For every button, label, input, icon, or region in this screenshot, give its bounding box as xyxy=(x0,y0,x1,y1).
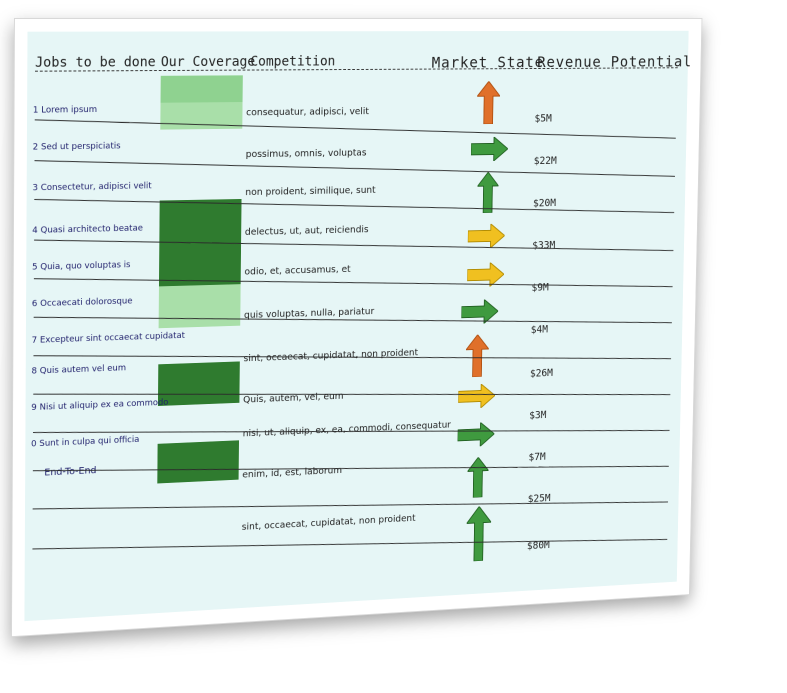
competition-text: possimus, omnis, voluptas xyxy=(246,148,367,160)
row-3: 3 Consectetur, adipisci velit non proide… xyxy=(27,31,688,32)
row-divider xyxy=(33,466,669,471)
revenue-value: $4M xyxy=(531,323,548,335)
competition-text: odio, et, accusamus, et xyxy=(244,264,350,277)
row-10: 0 Sunt in culpa qui officia enim, id, es… xyxy=(27,31,688,32)
row-divider xyxy=(34,240,673,251)
competition-text: sint, occaecat, cupidatat, non proident xyxy=(242,513,416,532)
revenue-value: $26M xyxy=(530,367,553,380)
competition-text: consequatur, adipisci, velit xyxy=(246,107,369,119)
job-label: 4 Quasi architecto beatae xyxy=(32,224,143,236)
row-divider xyxy=(33,394,670,395)
arrow-up-icon xyxy=(466,334,489,377)
row-divider xyxy=(34,278,673,287)
arrow-up-icon xyxy=(477,81,501,124)
slide-panel: Jobs to be done Our Coverage Competition… xyxy=(24,31,688,621)
revenue-value: $7M xyxy=(528,451,545,464)
arrow-right-icon xyxy=(457,422,494,447)
coverage-bar-dark xyxy=(157,440,239,483)
row-1: 1 Lorem ipsum consequatur, adipisci, vel… xyxy=(27,31,688,32)
row-7: 7 Excepteur sint occaecat cupidatat sint… xyxy=(27,31,688,32)
arrow-right-icon xyxy=(471,137,508,162)
coverage-bar-highlight xyxy=(161,75,243,102)
job-label: 3 Consectetur, adipisci velit xyxy=(32,182,151,194)
revenue-value: $3M xyxy=(529,409,546,422)
header-competition: Competition xyxy=(250,54,335,70)
row-divider xyxy=(34,199,674,213)
revenue-value: $20M xyxy=(533,197,556,209)
arrow-up-icon xyxy=(477,172,499,213)
row-2: 2 Sed ut perspiciatis possimus, omnis, v… xyxy=(27,31,688,32)
job-label: 9 Nisi ut aliquip ex ea commodo xyxy=(31,398,168,413)
end-to-end-label: End-To-End xyxy=(44,465,96,478)
revenue-value: $9M xyxy=(531,281,548,293)
header-coverage: Our Coverage xyxy=(161,54,255,70)
coverage-bar-light xyxy=(159,284,241,328)
job-label: 7 Excepteur sint occaecat cupidatat xyxy=(32,331,185,346)
slide: Jobs to be done Our Coverage Competition… xyxy=(11,18,701,635)
arrow-right-icon xyxy=(458,384,495,409)
competition-text: non proident, similique, sunt xyxy=(245,185,375,198)
job-label: 2 Sed ut perspiciatis xyxy=(33,142,121,153)
coverage-bar-dark xyxy=(158,361,240,406)
row-divider xyxy=(32,539,667,549)
revenue-value: $22M xyxy=(534,155,557,167)
row-divider xyxy=(33,501,668,509)
revenue-value: $33M xyxy=(532,239,555,251)
job-label: 1 Lorem ipsum xyxy=(33,105,97,115)
job-label: 0 Sunt in culpa qui officia xyxy=(31,435,139,449)
row-6: 6 Occaecati dolorosque quis voluptas, nu… xyxy=(27,31,688,32)
row-8: 8 Quis autem vel eum Quis, autem, vel, e… xyxy=(27,31,688,32)
row-end-to-end: End-To-End sint, occaecat, cupidatat, no… xyxy=(27,31,688,32)
row-divider xyxy=(35,119,676,138)
arrow-up-icon xyxy=(467,457,489,498)
job-label: 6 Occaecati dolorosque xyxy=(32,297,133,309)
row-4: 4 Quasi architecto beatae delectus, ut, … xyxy=(27,31,688,32)
job-label: 8 Quis autem vel eum xyxy=(31,364,126,377)
row-divider xyxy=(34,160,674,177)
row-divider xyxy=(34,317,672,323)
revenue-value: $5M xyxy=(534,112,551,124)
competition-text: delectus, ut, aut, reiciendis xyxy=(245,225,369,238)
row-9: 9 Nisi ut aliquip ex ea commodo nisi, ut… xyxy=(27,31,688,32)
arrow-up-icon xyxy=(466,506,491,562)
row-5: 5 Quia, quo voluptas is odio, et, accusa… xyxy=(27,31,688,32)
competition-text: nisi, ut, aliquip, ex, ea, commodi, cons… xyxy=(243,420,451,439)
row-dividers xyxy=(27,31,688,32)
header-jobs: Jobs to be done xyxy=(35,55,156,71)
job-label: 5 Quia, quo voluptas is xyxy=(32,260,130,272)
arrow-right-icon xyxy=(468,224,505,249)
